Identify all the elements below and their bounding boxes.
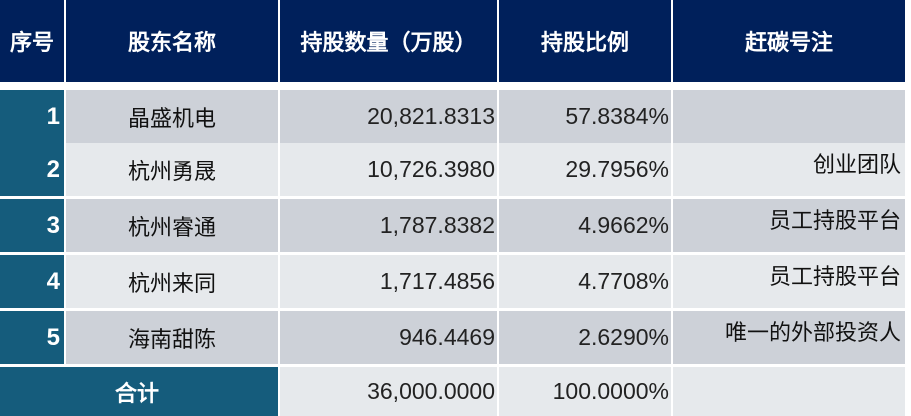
shares-cell: 1,717.4856 (280, 255, 497, 308)
note-cell (673, 90, 905, 143)
ratio-cell: 2.6290% (499, 311, 671, 364)
ratio-cell: 29.7956% (499, 143, 671, 196)
shareholder-name: 海南甜陈 (66, 311, 278, 364)
shareholder-name: 晶盛机电 (66, 90, 278, 143)
ratio-cell: 4.7708% (499, 255, 671, 308)
note-cell: 唯一的外部投资人 (673, 311, 905, 364)
note-cell: 员工持股平台 (673, 255, 905, 308)
row-index: 2 (0, 143, 64, 196)
shareholder-name: 杭州勇晟 (66, 143, 278, 196)
row-index: 4 (0, 255, 64, 308)
shares-cell: 946.4469 (280, 311, 497, 364)
total-ratio: 100.0000% (499, 367, 671, 416)
ratio-cell: 4.9662% (499, 199, 671, 252)
row-index: 5 (0, 311, 64, 364)
note-cell: 创业团队 (673, 143, 905, 196)
shares-cell: 10,726.3980 (280, 143, 497, 196)
total-label: 合计 (0, 367, 278, 416)
header-cell: 序号 (0, 0, 64, 82)
row-index: 3 (0, 199, 64, 252)
ratio-cell: 57.8384% (499, 90, 671, 143)
header-cell: 持股比例 (499, 0, 671, 82)
total-note (673, 367, 905, 416)
row-index: 1 (0, 90, 64, 143)
shares-cell: 20,821.8313 (280, 90, 497, 143)
shareholder-name: 杭州来同 (66, 255, 278, 308)
header-cell: 赶碳号注 (673, 0, 905, 82)
total-shares: 36,000.0000 (280, 367, 497, 416)
shareholder-name: 杭州睿通 (66, 199, 278, 252)
header-cell: 股东名称 (66, 0, 278, 82)
note-cell: 员工持股平台 (673, 199, 905, 252)
shares-cell: 1,787.8382 (280, 199, 497, 252)
header-cell: 持股数量（万股） (280, 0, 497, 82)
